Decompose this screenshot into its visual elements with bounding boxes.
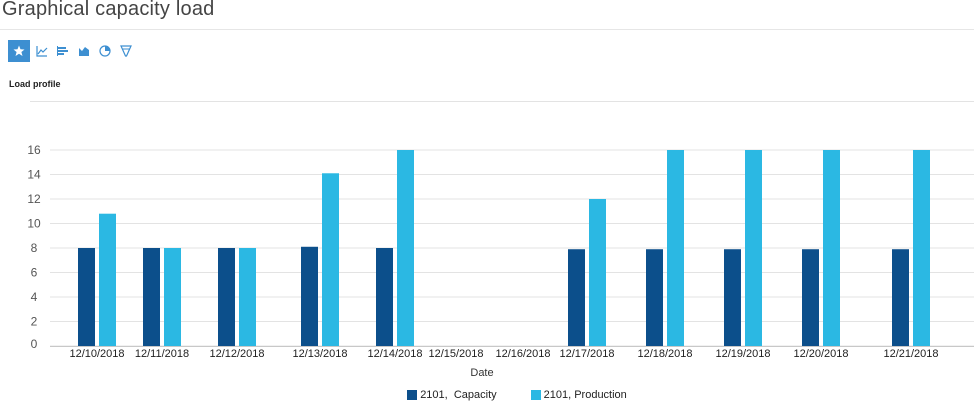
x-tick-label: 12/13/2018: [292, 348, 347, 360]
capacity-bar[interactable]: [892, 249, 909, 346]
legend-swatch-capacity: [407, 390, 418, 400]
y-tick-label: 6: [31, 266, 38, 280]
y-tick-label: 14: [27, 168, 41, 182]
page-title: Graphical capacity load: [2, 0, 215, 20]
chart-legend: 2101, Capacity 2101, Production: [30, 389, 974, 401]
x-tick-label: 12/11/2018: [135, 348, 189, 360]
production-bar[interactable]: [99, 213, 116, 346]
chart-type-toolbar: [8, 40, 135, 62]
pie-chart-icon: [99, 45, 111, 57]
legend-label-capacity: 2101, Capacity: [420, 389, 497, 401]
x-tick-label: 12/12/2018: [209, 348, 264, 360]
legend-item-production[interactable]: 2101, Production: [530, 389, 627, 401]
x-tick-label: 12/16/2018: [495, 348, 550, 360]
y-axis-ticks: 0 2 4 6 8 10 12 14 16: [27, 143, 41, 351]
star-chart-button[interactable]: [8, 40, 30, 62]
capacity-bar[interactable]: [376, 248, 393, 346]
x-axis-title: Date: [470, 367, 493, 379]
section-divider: [30, 101, 974, 102]
pie-chart-button[interactable]: [96, 42, 114, 60]
capacity-bar[interactable]: [568, 249, 585, 346]
legend-item-capacity[interactable]: 2101, Capacity: [407, 389, 497, 401]
production-bar[interactable]: [745, 150, 762, 346]
legend-swatch-production: [530, 390, 541, 400]
production-bar[interactable]: [397, 150, 414, 346]
area-chart-icon: [79, 47, 89, 56]
production-bar[interactable]: [823, 150, 840, 346]
y-tick-label: 12: [27, 192, 41, 206]
production-bar[interactable]: [322, 173, 339, 346]
star-icon: [13, 45, 25, 56]
capacity-bar[interactable]: [78, 248, 95, 346]
y-tick-label: 16: [27, 143, 41, 157]
x-axis-ticks: 12/10/2018 12/11/2018 12/12/2018 12/13/2018…: [69, 348, 938, 360]
section-label: Load profile: [9, 79, 61, 89]
line-chart-icon: [36, 46, 48, 57]
x-tick-label: 12/20/2018: [793, 348, 848, 360]
x-tick-label: 12/17/2018: [559, 348, 614, 360]
capacity-bar[interactable]: [143, 248, 160, 346]
y-tick-label: 2: [31, 315, 38, 329]
title-divider: [0, 29, 974, 30]
bar-chart-button[interactable]: [54, 42, 72, 60]
funnel-chart-button[interactable]: [117, 42, 135, 60]
line-chart-button[interactable]: [33, 42, 51, 60]
x-tick-label: 12/18/2018: [637, 348, 692, 360]
x-tick-label: 12/10/2018: [69, 348, 124, 360]
grid-layer: [50, 149, 974, 347]
production-bar[interactable]: [589, 199, 606, 346]
production-bar[interactable]: [164, 248, 181, 346]
y-tick-label: 10: [27, 217, 41, 231]
capacity-bar[interactable]: [301, 246, 318, 346]
x-tick-label: 12/14/2018: [367, 348, 422, 360]
area-chart-button[interactable]: [75, 42, 93, 60]
capacity-bar[interactable]: [646, 249, 663, 346]
production-bar[interactable]: [667, 150, 684, 346]
production-bar[interactable]: [239, 248, 256, 346]
y-tick-label: 0: [31, 337, 38, 351]
production-bar[interactable]: [913, 150, 930, 346]
funnel-icon: [120, 45, 132, 57]
y-tick-label: 4: [31, 290, 38, 304]
capacity-bar[interactable]: [724, 249, 741, 346]
x-tick-label: 12/19/2018: [715, 348, 770, 360]
bar-layer: [78, 150, 930, 346]
capacity-bar[interactable]: [802, 249, 819, 346]
x-tick-label: 12/15/2018: [428, 348, 483, 360]
y-tick-label: 8: [31, 241, 38, 255]
legend-label-production: 2101, Production: [543, 389, 627, 401]
capacity-bar[interactable]: [218, 248, 235, 346]
x-tick-label: 12/21/2018: [883, 348, 938, 360]
bar-chart-icon: [57, 46, 68, 56]
